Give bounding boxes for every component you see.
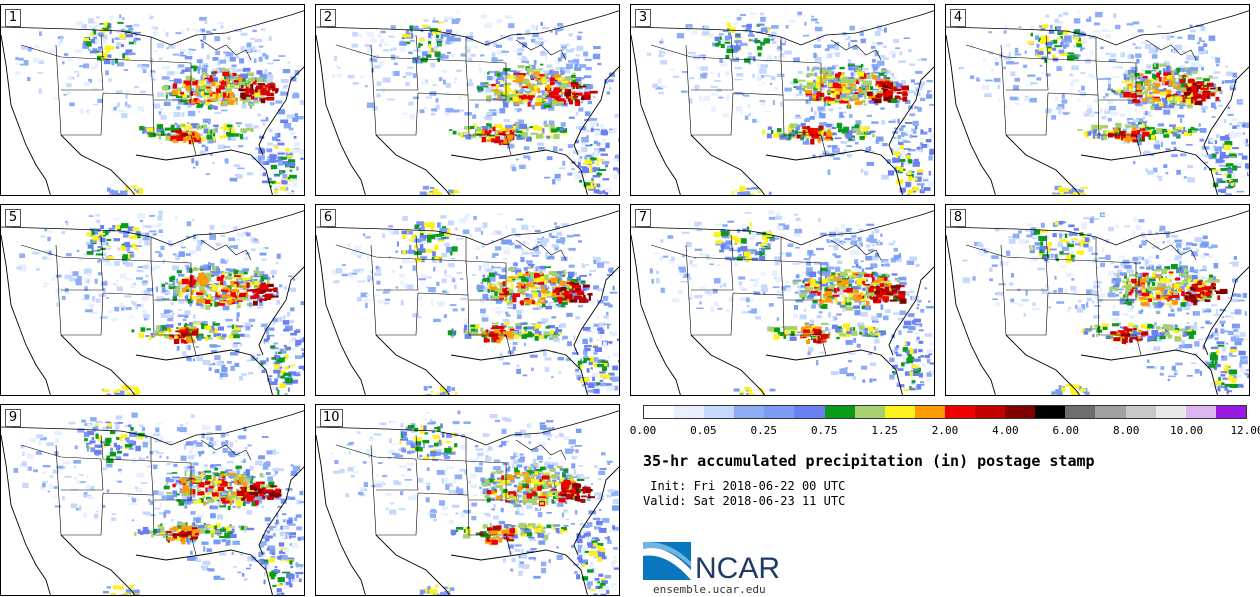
ensemble-member-map: 8 (945, 204, 1250, 396)
member-number-label: 9 (5, 409, 21, 427)
colorbar-swatch (944, 406, 976, 418)
colorbar-tick-label: 10.00 (1170, 424, 1204, 437)
ensemble-member-map: 7 (630, 204, 935, 396)
ensemble-url: ensemble.ucar.edu (653, 583, 766, 596)
colorbar-tick-label: 12.00 (1230, 424, 1260, 437)
precip-map (1, 10, 304, 195)
colorbar-swatch (1095, 406, 1126, 418)
colorbar-tick-label: 0.00 (629, 424, 657, 437)
colorbar-swatch (1005, 406, 1036, 418)
ensemble-member-map: 1 (0, 4, 305, 196)
member-number-label: 4 (950, 9, 966, 27)
ensemble-member-map: 2 (315, 4, 620, 196)
init-valid-times: Init: Fri 2018-06-22 00 UTC Valid: Sat 2… (643, 479, 845, 509)
member-number-label: 5 (5, 209, 21, 227)
member-number-label: 6 (320, 209, 336, 227)
colorbar-swatch (884, 406, 915, 418)
precip-map (631, 210, 934, 395)
colorbar-tick-label: 0.05 (690, 424, 717, 437)
colorbar-tick-label: 1.25 (871, 424, 898, 437)
colorbar-swatch (1065, 406, 1096, 418)
colorbar-tick-label: 0.25 (750, 424, 778, 437)
colorbar-swatch (1035, 406, 1066, 418)
colorbar-tick-labels: 0.00 0.05 0.25 0.75 1.25 2.00 4.00 6.00 8.00 10.0… (629, 424, 1260, 438)
precip-colorbar (643, 405, 1247, 419)
ncar-logo: NCAR (643, 540, 793, 585)
member-number-label: 7 (635, 209, 651, 227)
precip-map (316, 10, 619, 195)
colorbar-swatch (1215, 406, 1246, 418)
ensemble-member-map: 4 (945, 4, 1250, 196)
member-number-label: 10 (320, 409, 343, 427)
ncar-wordmark: NCAR (695, 552, 780, 582)
precip-map (1, 410, 304, 595)
colorbar-swatch (975, 406, 1006, 418)
precip-map (316, 210, 619, 395)
colorbar-swatch (1125, 406, 1156, 418)
product-title: 35-hr accumulated precipitation (in) pos… (643, 452, 1095, 470)
ensemble-member-map: 10 (315, 404, 620, 596)
valid-line: Valid: Sat 2018-06-23 11 UTC (643, 494, 846, 508)
ncar-swoosh-icon: NCAR (643, 541, 780, 585)
init-line: Init: Fri 2018-06-22 00 UTC (643, 479, 846, 493)
precip-map (316, 410, 619, 595)
member-number-label: 3 (635, 9, 651, 27)
ensemble-member-map: 5 (0, 204, 305, 396)
precip-map (1, 210, 304, 395)
colorbar-tick-label: 4.00 (992, 424, 1019, 437)
colorbar-swatch (854, 406, 885, 418)
ensemble-member-map: 6 (315, 204, 620, 396)
member-number-label: 2 (320, 9, 336, 27)
colorbar-swatch (674, 406, 705, 418)
member-number-label: 8 (950, 209, 966, 227)
precip-map (946, 10, 1249, 195)
colorbar-tick-label: 6.00 (1052, 424, 1080, 437)
colorbar-swatch (1155, 406, 1186, 418)
colorbar-swatch (824, 406, 855, 418)
colorbar-swatch (644, 406, 675, 418)
member-number-label: 1 (5, 9, 21, 27)
colorbar-tick-label: 0.75 (810, 424, 838, 437)
precip-map (946, 210, 1249, 395)
colorbar-tick-label: 8.00 (1112, 424, 1140, 437)
colorbar-swatch (734, 406, 765, 418)
ensemble-member-map: 9 (0, 404, 305, 596)
colorbar-swatch (1185, 406, 1216, 418)
colorbar-swatch (764, 406, 795, 418)
colorbar-swatch (914, 406, 945, 418)
colorbar-tick-label: 2.00 (931, 424, 959, 437)
precip-map (631, 10, 934, 195)
colorbar-swatch (704, 406, 735, 418)
colorbar-swatch (794, 406, 825, 418)
ensemble-member-map: 3 (630, 4, 935, 196)
